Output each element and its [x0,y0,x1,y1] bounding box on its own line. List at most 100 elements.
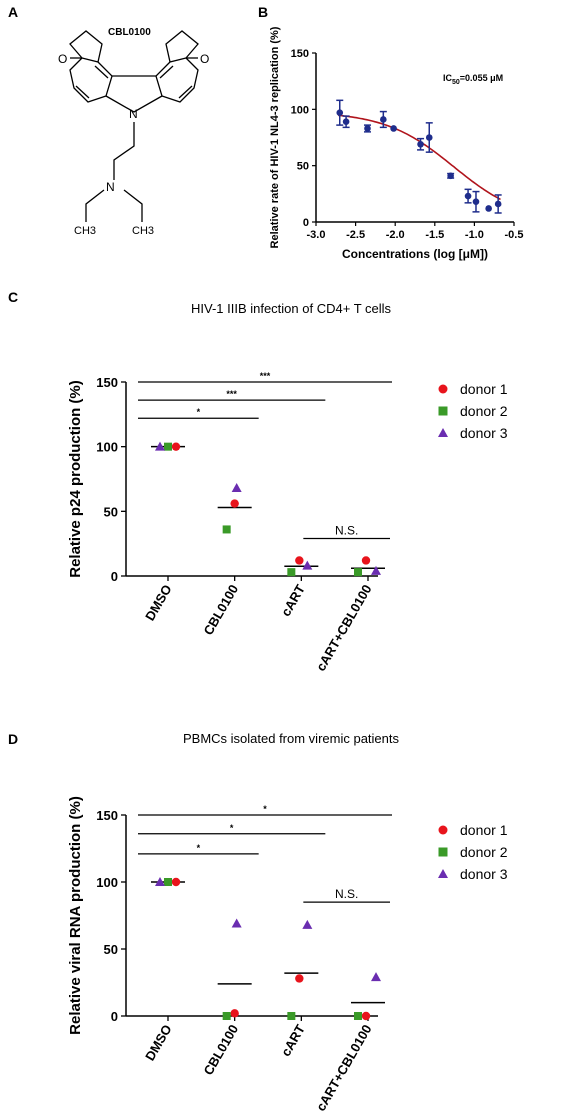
donor2-marker [287,568,296,577]
panel-letter-d: D [8,731,18,747]
data-point [380,116,387,123]
y-tick-label: 50 [104,942,118,957]
legend-donor2-marker [438,406,448,416]
x-tick-label: CBL0100 [200,582,241,638]
legend-label: donor 3 [460,866,508,882]
legend-donor1-marker [438,384,448,394]
legend-label: donor 2 [460,403,508,419]
donor3-marker [231,483,242,493]
atom-label: N [106,180,115,194]
x-tick-label: -1.0 [465,229,484,241]
fit-curve [338,114,501,201]
x-tick-label: cART [278,1022,308,1059]
donor2-marker [354,1012,362,1020]
panel-b-plot: 0 50 100 150 -3.0 -2.5 -2.0 -1.5 -1.0 -0.5 Concent… [269,26,523,261]
atom-label: O [58,52,67,66]
donor3-marker [231,918,242,928]
atom-label: CH3 [74,225,96,237]
donor3-marker [155,441,165,451]
donor1-marker [361,556,371,565]
significance-label: * [230,823,234,833]
y-tick-label: 50 [104,504,118,519]
legend-donor2-marker [438,847,448,857]
x-tick-label: -2.5 [346,229,365,241]
legend-label: donor 1 [460,822,508,838]
panel-letter-a: A [8,4,18,20]
donor1-marker [171,877,181,887]
y-tick-label: 150 [291,48,309,60]
data-point [336,109,344,117]
y-tick-label: 100 [96,440,118,455]
panel-letter-c: C [8,289,18,305]
chemical-structure: CBL0100 O O N N CH3 CH3 [58,27,209,237]
panel-letter-b: B [258,4,268,20]
donor1-marker [295,974,304,983]
panel-c-plot: HIV-1 IIIB infection of CD4+ T cells 0 50 1… [67,301,508,674]
donor2-marker [354,568,362,577]
donor1-marker [361,1011,371,1021]
significance-label: *** [260,371,271,381]
data-point [494,200,502,208]
x-tick-label: cART+CBL0100 [313,582,375,674]
data-point [425,134,433,141]
x-tick-label: -1.5 [425,229,444,241]
significance-label: N.S. [335,887,358,901]
donor2-marker [164,878,172,886]
y-tick-label: 0 [303,217,309,229]
donor1-marker [230,499,239,508]
y-tick-label: 150 [96,375,118,390]
plot-title: HIV-1 IIIB infection of CD4+ T cells [191,301,392,316]
y-tick-label: 0 [111,1009,118,1024]
y-tick-label: 0 [111,569,118,584]
significance-label: * [263,804,267,814]
significance-label: N.S. [335,523,358,537]
legend-label: donor 2 [460,844,508,860]
donor1-marker [230,1009,239,1018]
compound-name: CBL0100 [108,27,151,38]
legend-donor3-marker [438,428,448,437]
donor3-marker [155,877,165,886]
atom-label: CH3 [132,225,154,237]
y-axis-label: Relative rate of HIV-1 NL4-3 replication… [269,26,281,248]
x-tick-label: cART+CBL0100 [313,1022,375,1114]
data-point [485,205,492,212]
data-point [364,125,371,132]
x-tick-label: DMSO [142,582,174,623]
donor3-marker [302,560,313,570]
significance-label: * [197,407,201,417]
donor3-marker [371,565,381,575]
y-tick-label: 50 [297,161,309,173]
atom-label: O [200,52,209,66]
y-tick-label: 100 [96,875,118,890]
legend-label: donor 1 [460,381,508,397]
data-point [342,118,350,126]
data-point [417,140,424,148]
x-tick-label: DMSO [142,1022,174,1063]
donor2-marker [222,1012,231,1020]
y-tick-label: 100 [291,104,309,116]
data-point [464,192,472,200]
y-axis-label: Relative p24 production (%) [67,380,84,578]
y-tick-label: 150 [96,808,118,823]
legend-donor3-marker [438,869,448,878]
x-axis-label: Concentrations (log [μM]) [342,247,488,261]
donor1-marker [295,556,304,565]
significance-label: *** [226,389,237,399]
data-point [472,198,480,206]
data-point [447,172,454,180]
legend-donor1-marker [438,825,448,835]
plot-title: PBMCs isolated from viremic patients [183,731,400,746]
donor3-marker [371,972,381,982]
y-axis-label: Relative viral RNA production (%) [67,796,84,1035]
x-tick-label: -3.0 [307,229,326,241]
ic50-annotation: IC50=0.055 μM [443,73,503,86]
x-tick-label: cART [278,582,308,619]
panel-d-plot: PBMCs isolated from viremic patients 0 50 1… [67,731,508,1114]
donor2-marker [164,442,172,451]
donor3-marker [302,919,313,929]
x-tick-label: -0.5 [505,229,524,241]
x-tick-label: CBL0100 [200,1022,241,1078]
x-tick-label: -2.0 [386,229,405,241]
data-point [390,125,397,132]
donor2-marker [222,525,231,534]
